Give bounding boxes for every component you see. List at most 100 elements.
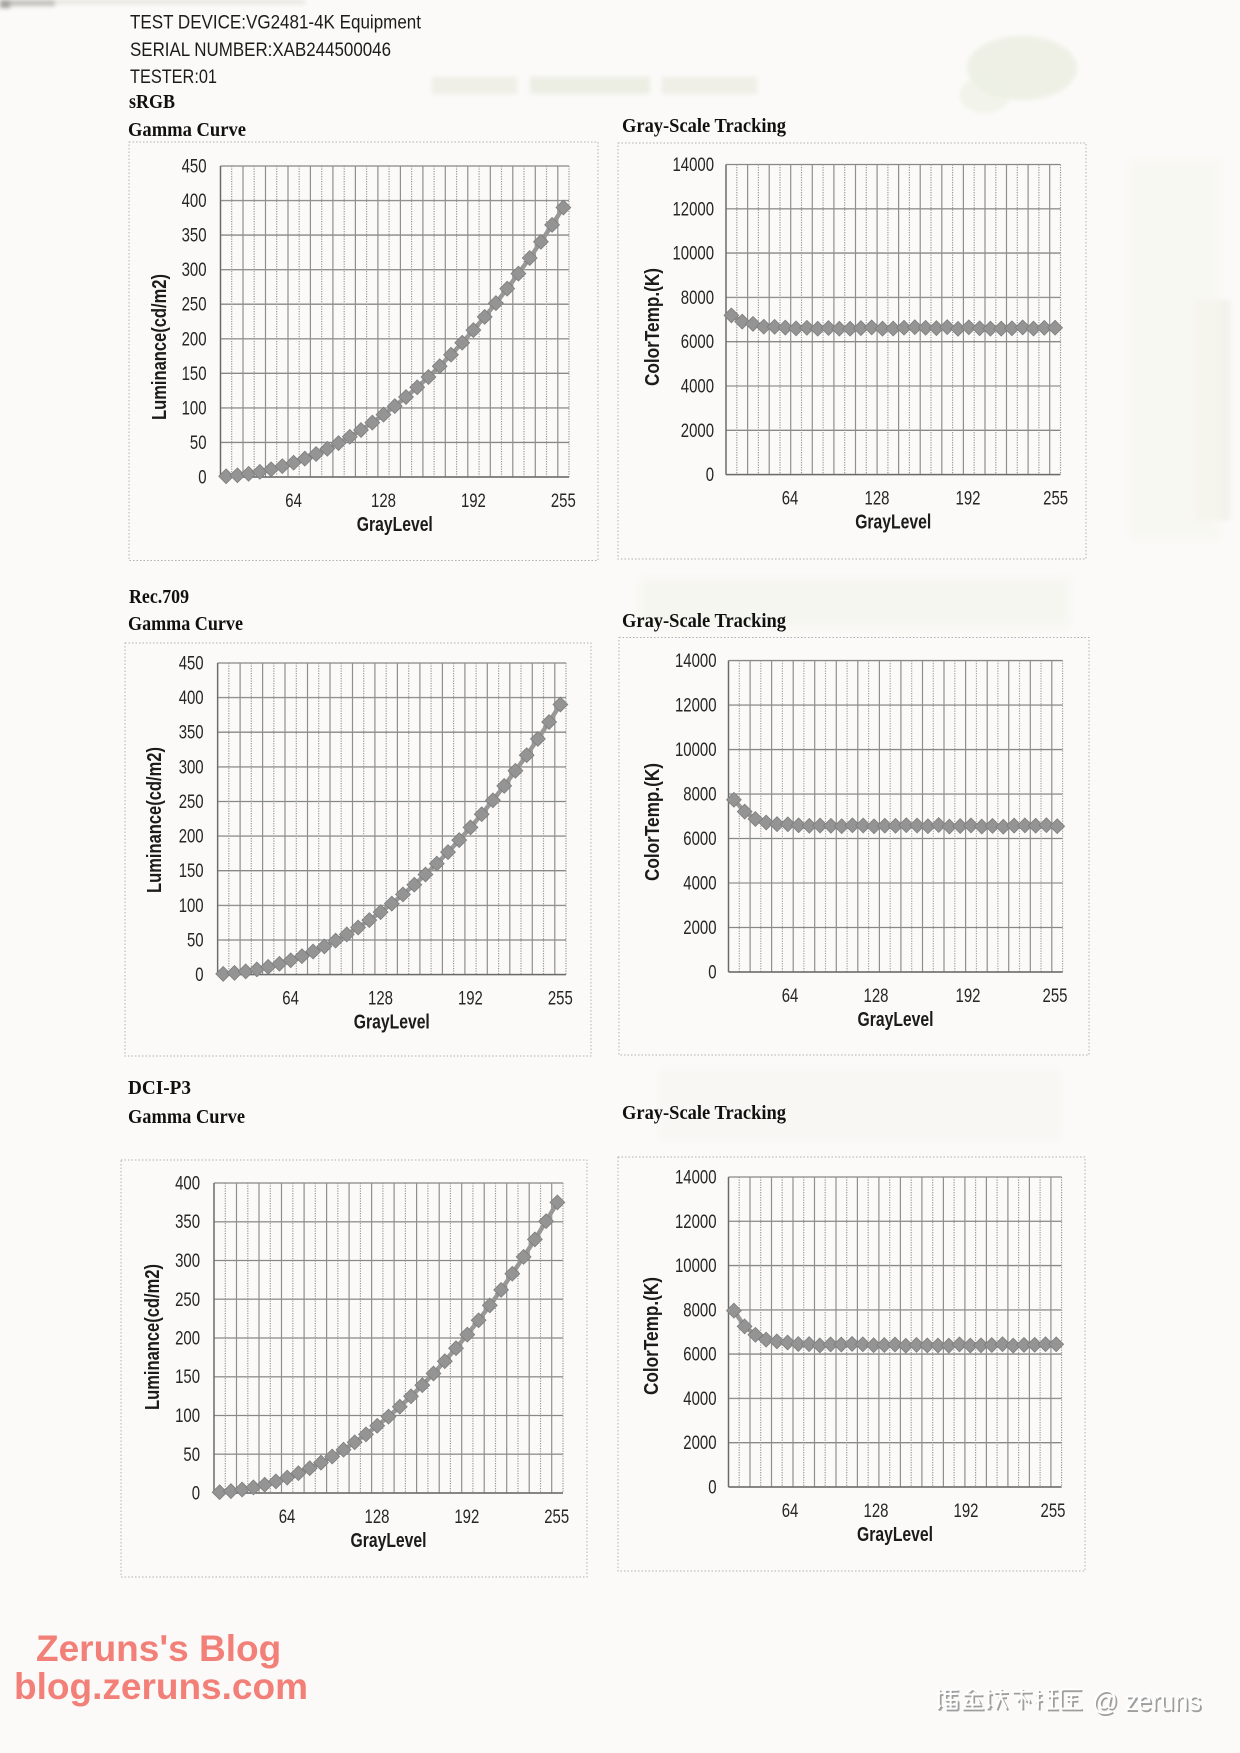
svg-text:250: 250 [175,1290,200,1311]
svg-text:200: 200 [182,329,207,350]
svg-text:10000: 10000 [675,740,717,761]
svg-text:Zeruns's Blog: Zeruns's Blog [36,1628,281,1669]
svg-text:Gray-Scale Tracking: Gray-Scale Tracking [622,610,786,632]
svg-text:14000: 14000 [673,155,715,176]
svg-text:150: 150 [182,364,207,385]
svg-text:150: 150 [175,1367,200,1388]
svg-text:128: 128 [864,1501,889,1522]
svg-text:255: 255 [1043,986,1068,1007]
svg-text:Gamma Curve: Gamma Curve [128,613,243,635]
svg-text:300: 300 [175,1251,200,1272]
svg-text:2000: 2000 [683,918,716,939]
svg-text:GrayLevel: GrayLevel [351,1530,427,1552]
svg-text:GrayLevel: GrayLevel [855,512,931,534]
svg-text:350: 350 [175,1212,200,1233]
svg-text:Gray-Scale Tracking: Gray-Scale Tracking [622,115,786,137]
svg-text:10000: 10000 [675,1256,717,1277]
svg-text:GrayLevel: GrayLevel [357,514,433,536]
svg-text:0: 0 [708,963,716,984]
svg-text:250: 250 [179,792,204,813]
svg-text:450: 450 [179,654,204,675]
svg-text:GrayLevel: GrayLevel [857,1524,933,1546]
svg-text:6000: 6000 [683,1345,716,1366]
svg-text:sRGB: sRGB [129,91,175,113]
svg-text:50: 50 [187,931,204,952]
svg-text:300: 300 [179,757,204,778]
svg-text:350: 350 [182,226,207,247]
svg-text:6000: 6000 [683,829,716,850]
svg-text:350: 350 [179,723,204,744]
svg-text:Gamma Curve: Gamma Curve [128,1106,245,1128]
svg-text:192: 192 [458,989,483,1010]
svg-text:4000: 4000 [681,377,714,398]
svg-text:192: 192 [461,491,486,512]
svg-text:blog.zeruns.com: blog.zeruns.com [14,1666,308,1707]
svg-text:Luminance(cd/m2): Luminance(cd/m2) [142,1264,164,1410]
svg-text:200: 200 [179,827,204,848]
svg-text:450: 450 [182,157,207,178]
svg-text:64: 64 [782,489,799,510]
svg-text:64: 64 [279,1507,296,1528]
svg-text:192: 192 [956,986,981,1007]
svg-text:8000: 8000 [683,785,716,806]
svg-text:128: 128 [368,989,393,1010]
svg-text:6000: 6000 [681,332,714,353]
svg-text:4000: 4000 [683,874,716,895]
svg-text:128: 128 [365,1507,390,1528]
svg-text:128: 128 [864,986,889,1007]
svg-text:GrayLevel: GrayLevel [858,1009,934,1031]
svg-text:@ zeruns: @ zeruns [1094,1687,1203,1718]
svg-text:50: 50 [183,1445,200,1466]
svg-text:DCI-P3: DCI-P3 [128,1077,191,1099]
svg-text:64: 64 [285,491,302,512]
svg-text:64: 64 [782,1501,799,1522]
svg-text:Gamma Curve: Gamma Curve [128,119,246,141]
svg-text:0: 0 [708,1478,716,1499]
svg-text:0: 0 [192,1484,200,1505]
svg-text:400: 400 [182,191,207,212]
svg-text:12000: 12000 [675,696,717,717]
svg-text:ColorTemp.(K): ColorTemp.(K) [642,763,664,881]
svg-text:100: 100 [175,1406,200,1427]
svg-text:12000: 12000 [673,199,715,220]
svg-text:2000: 2000 [683,1433,716,1454]
svg-text:192: 192 [954,1501,979,1522]
svg-text:ColorTemp.(K): ColorTemp.(K) [642,268,664,386]
svg-text:@ zeruns: @ zeruns [1092,1685,1201,1716]
svg-text:TEST DEVICE:VG2481-4K Equipmen: TEST DEVICE:VG2481-4K Equipment [130,13,422,34]
svg-text:255: 255 [1043,489,1068,510]
svg-text:ColorTemp.(K): ColorTemp.(K) [641,1277,663,1395]
svg-text:GrayLevel: GrayLevel [354,1012,430,1034]
svg-text:0: 0 [706,465,714,486]
svg-text:0: 0 [198,468,206,489]
svg-text:128: 128 [865,489,890,510]
svg-text:255: 255 [551,491,576,512]
svg-text:TESTER:01: TESTER:01 [130,67,217,88]
svg-text:192: 192 [956,489,981,510]
svg-text:SERIAL NUMBER:XAB244500046: SERIAL NUMBER:XAB244500046 [130,40,391,61]
svg-text:255: 255 [1041,1501,1066,1522]
svg-text:4000: 4000 [683,1389,716,1410]
svg-text:250: 250 [182,295,207,316]
svg-text:400: 400 [179,688,204,709]
svg-text:200: 200 [175,1329,200,1350]
svg-text:Gray-Scale Tracking: Gray-Scale Tracking [622,1102,786,1124]
svg-text:150: 150 [179,861,204,882]
svg-text:Rec.709: Rec.709 [129,586,189,608]
svg-text:14000: 14000 [675,1168,717,1189]
svg-text:12000: 12000 [675,1212,717,1233]
svg-text:100: 100 [179,896,204,917]
svg-text:14000: 14000 [675,651,717,672]
svg-text:100: 100 [182,398,207,419]
svg-text:50: 50 [190,433,207,454]
svg-text:0: 0 [195,965,203,986]
svg-text:255: 255 [544,1507,569,1528]
svg-text:Luminance(cd/m2): Luminance(cd/m2) [149,274,171,420]
svg-text:10000: 10000 [673,244,715,265]
svg-text:300: 300 [182,260,207,281]
svg-text:64: 64 [782,986,799,1007]
svg-text:128: 128 [371,491,396,512]
svg-text:192: 192 [454,1507,479,1528]
svg-text:2000: 2000 [681,421,714,442]
svg-text:8000: 8000 [681,288,714,309]
